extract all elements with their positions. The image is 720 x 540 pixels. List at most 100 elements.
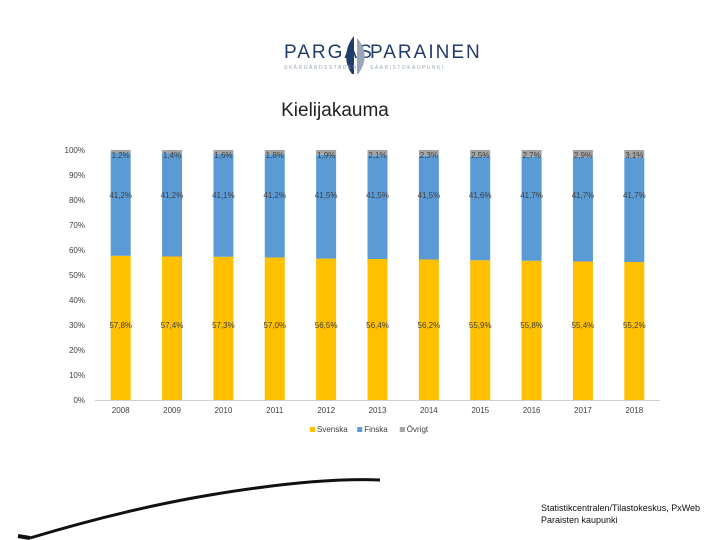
bar-svenska [110,255,131,400]
x-tick-label: 2012 [317,406,335,415]
logo-sub-skargardsstaden: SKÄRGÅRDSSTADEN [284,65,358,71]
x-tick-label: 2016 [523,406,541,415]
bar-svenska [418,259,439,400]
data-label-ovrigt: 2,5% [471,151,489,160]
data-label-finska: 41,7% [572,191,595,200]
sail-icon [346,36,365,74]
bar-ovrigt [572,150,593,158]
data-label-finska: 41,5% [315,191,338,200]
bar-svenska [367,259,388,400]
data-label-ovrigt: 2,9% [574,151,592,160]
data-label-ovrigt: 2,7% [522,151,540,160]
data-label-svenska: 57,8% [109,321,132,330]
bar-svenska [470,260,491,400]
data-label-ovrigt: 1,6% [214,151,232,160]
bar-ovrigt [521,150,542,157]
bar-finska [264,154,285,258]
x-tick-label: 2010 [215,406,233,415]
data-label-finska: 41,7% [623,191,646,200]
data-label-finska: 41,5% [418,191,441,200]
source-line-1: Statistikcentralen/Tilastokeskus, PxWeb [541,503,701,513]
logo-sub-saaristokaupunki: SAARISTOKAUPUNKI [370,65,445,71]
data-label-finska: 41,2% [161,191,184,200]
y-tick-label: 70% [69,221,85,230]
bar-finska [316,154,337,259]
bar-ovrigt [264,150,285,155]
y-tick-label: 40% [69,296,85,305]
bar-ovrigt [624,150,645,158]
legend-label-finska: Finska [364,425,388,434]
y-tick-label: 50% [69,271,85,280]
legend-swatch-svenska [310,427,315,432]
data-label-ovrigt: 1,4% [163,151,181,160]
legend-swatch-finska [357,427,363,432]
bar-finska [418,155,439,260]
data-label-ovrigt: 1,2% [112,151,130,160]
x-tick-label: 2015 [471,406,489,415]
bar-finska [110,152,131,256]
bar-ovrigt [316,150,337,155]
bar-finska [624,157,645,262]
data-label-svenska: 55,4% [572,321,595,330]
data-label-svenska: 56,4% [366,321,389,330]
data-label-ovrigt: 3,1% [625,151,643,160]
y-tick-label: 60% [69,246,85,255]
data-label-ovrigt: 1,9% [317,151,335,160]
bar-ovrigt [367,150,388,156]
source-line-2: Paraisten kaupunki [541,515,618,525]
bar-finska [367,155,388,259]
bar-finska [213,154,234,257]
data-label-ovrigt: 2,3% [420,151,438,160]
bar-svenska [624,262,645,400]
bar-svenska [521,260,542,400]
chart-title: Kielijakauma [281,100,389,121]
data-label-ovrigt: 1,8% [266,151,284,160]
bar-ovrigt [418,150,439,156]
y-tick-label: 30% [69,321,85,330]
bar-finska [521,156,542,261]
x-tick-label: 2017 [574,406,592,415]
data-label-finska: 41,2% [109,191,132,200]
data-label-svenska: 55,9% [469,321,492,330]
x-tick-label: 2013 [369,406,387,415]
bar-ovrigt [470,150,491,157]
y-tick-label: 90% [69,171,85,180]
y-tick-label: 10% [69,371,85,380]
y-tick-label: 80% [69,196,85,205]
bar-finska [470,156,491,261]
bar-svenska [316,258,337,400]
data-label-svenska: 57,0% [263,321,286,330]
bar-svenska [162,256,183,400]
y-tick-label: 0% [73,396,85,405]
data-label-svenska: 57,4% [161,321,184,330]
data-label-finska: 41,2% [263,191,286,200]
bar-finska [162,153,183,257]
y-tick-label: 20% [69,346,85,355]
data-label-svenska: 55,8% [520,321,543,330]
x-tick-label: 2008 [112,406,130,415]
legend-label-svenska: Svenska [317,425,348,434]
data-label-ovrigt: 2,1% [368,151,386,160]
bar-ovrigt [162,150,183,154]
logo-word-parainen: PARAINEN [370,42,482,63]
data-label-finska: 41,7% [520,191,543,200]
bar-svenska [572,261,593,400]
x-tick-label: 2011 [266,406,284,415]
y-tick-label: 100% [65,146,85,155]
legend-label-ovrigt: Övrigt [407,425,429,434]
data-label-finska: 41,5% [366,191,389,200]
bar-svenska [264,257,285,400]
bar-ovrigt [213,150,234,154]
bar-finska [572,157,593,262]
data-label-svenska: 57,3% [212,321,235,330]
data-label-finska: 41,6% [469,191,492,200]
bar-svenska [213,256,234,400]
data-label-svenska: 56,5% [315,321,338,330]
data-label-finska: 41,1% [212,191,235,200]
x-tick-label: 2014 [420,406,438,415]
x-tick-label: 2018 [625,406,643,415]
x-tick-label: 2009 [163,406,181,415]
legend-swatch-ovrigt [399,427,405,432]
